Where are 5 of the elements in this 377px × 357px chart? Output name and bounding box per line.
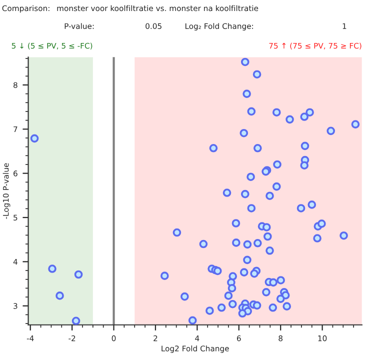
point (56, 292, 64, 300)
point (74, 270, 83, 279)
point (48, 264, 56, 273)
point (30, 134, 39, 143)
point (72, 316, 80, 325)
